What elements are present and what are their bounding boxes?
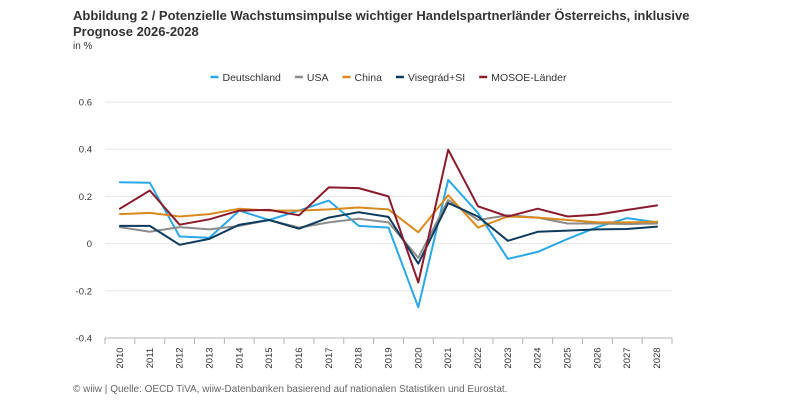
axis-layer: -0.4 -0.2 0 0.2 0.4 0.6 2010 2011 2012 2013 2014 20… [76, 98, 673, 369]
series-line [118, 148, 659, 284]
legend-item: MOSOE-Länder [479, 72, 567, 84]
x-tick-label: 2018 [354, 347, 365, 368]
series-layer [118, 148, 659, 309]
x-tick-label: 2010 [115, 347, 126, 368]
legend-label: China [355, 72, 383, 84]
x-tick-label: 2019 [384, 347, 395, 368]
x-tick-label: 2015 [264, 347, 275, 368]
series-line [118, 198, 659, 259]
y-tick-label: 0.6 [79, 98, 92, 109]
legend-label: USA [307, 72, 329, 84]
source-note: © wiiw | Quelle: OECD TiVA, wiiw-Datenba… [73, 384, 508, 395]
x-tick-label: 2021 [443, 347, 454, 368]
y-tick-label: -0.2 [76, 286, 92, 297]
chart-title: Abbildung 2 / Potenzielle Wachstumsimpul… [73, 8, 690, 39]
x-tick-label: 2013 [204, 347, 215, 368]
series-line [118, 194, 659, 234]
x-tick-label: 2028 [652, 347, 663, 368]
grid-layer [105, 101, 672, 339]
legend-item: Deutschland [210, 72, 282, 84]
y-tick-label: -0.4 [76, 334, 92, 345]
series-line [118, 178, 659, 309]
x-tick-label: 2012 [175, 347, 186, 368]
legend-item: Visegrád+SI [395, 72, 465, 84]
x-tick-label: 2011 [145, 348, 156, 368]
x-tick-label: 2020 [413, 347, 424, 368]
legend-label: Deutschland [223, 72, 282, 84]
x-tick-label: 2024 [533, 347, 544, 368]
x-tick-label: 2016 [294, 347, 305, 368]
y-tick-label: 0.2 [79, 192, 92, 203]
legend: Deutschland USA China Visegrád+SI MOSOE-Länd… [210, 72, 567, 84]
x-tick-label: 2023 [503, 347, 514, 368]
y-tick-label: 0.4 [79, 145, 92, 156]
x-tick-label: 2014 [234, 347, 245, 368]
legend-label: MOSOE-Länder [491, 72, 567, 84]
y-tick-label: 0 [87, 239, 92, 250]
series-line [118, 202, 659, 265]
x-tick-label: 2026 [592, 347, 603, 368]
x-tick-label: 2025 [563, 347, 574, 368]
legend-label: Visegrád+SI [408, 72, 465, 84]
unit-label: in % [73, 41, 93, 52]
x-tick-label: 2017 [324, 347, 335, 368]
x-tick-label: 2027 [622, 347, 633, 368]
legend-item: China [342, 72, 383, 84]
x-tick-label: 2022 [473, 347, 484, 368]
legend-item: USA [294, 72, 329, 84]
